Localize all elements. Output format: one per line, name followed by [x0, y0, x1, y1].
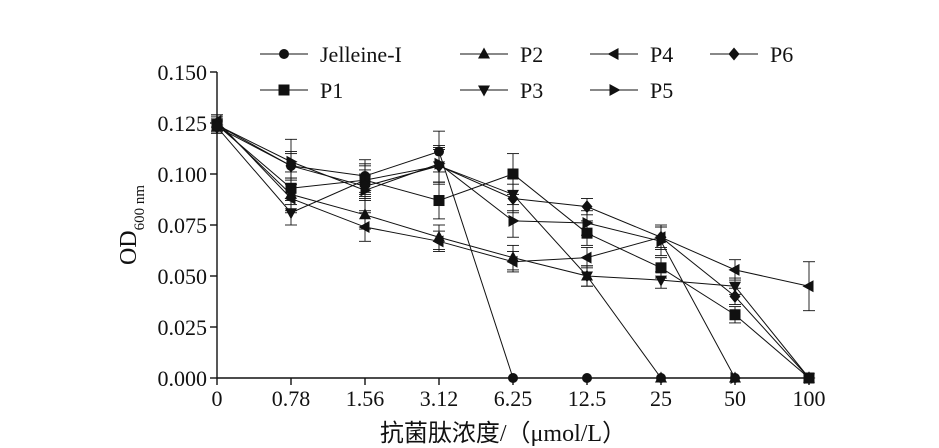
data-point	[655, 230, 667, 244]
legend-marker	[478, 85, 490, 97]
legend-label: P5	[650, 78, 673, 103]
x-tick-label: 12.5	[568, 386, 607, 411]
y-tick-label: 0.125	[158, 111, 208, 136]
data-point	[581, 200, 593, 214]
data-point	[433, 159, 445, 173]
axes: 0.000 0.025 0.050 0.075 0.100 0.125 0.150 0 0.78…	[158, 60, 826, 411]
legend-label: Jelleine-I	[320, 42, 402, 67]
data-point	[508, 214, 520, 227]
x-tick-label: 25	[650, 386, 672, 411]
legend-label: P1	[320, 78, 343, 103]
data-point	[285, 159, 297, 173]
data-point	[655, 371, 667, 383]
legend-item-p4: P4	[590, 42, 673, 67]
legend-label: P4	[650, 42, 673, 67]
legend-item-p3: P3	[460, 78, 543, 103]
data-point	[359, 179, 371, 193]
data-point	[507, 191, 519, 205]
y-tick-label: 0.100	[158, 162, 208, 187]
y-tick-label: 0.050	[158, 264, 208, 289]
legend-marker	[279, 49, 289, 59]
legend-item-jelleine-i: Jelleine-I	[260, 42, 402, 67]
x-tick-label: 6.25	[494, 386, 533, 411]
legend-marker	[607, 48, 619, 60]
x-axis-title: 抗菌肽浓度/（μmol/L）	[380, 420, 626, 447]
legend-item-p1: P1	[260, 78, 343, 103]
x-tick-label: 100	[793, 386, 826, 411]
data-point	[284, 192, 296, 205]
data-point	[803, 371, 815, 385]
data-point	[655, 275, 667, 287]
legend-marker	[278, 84, 290, 96]
legend-label: P2	[520, 42, 543, 67]
legend-item-p6: P6	[710, 42, 793, 67]
data-point	[285, 208, 297, 220]
x-tick-label: 0.78	[272, 386, 311, 411]
legend-label: P6	[770, 42, 793, 67]
data-point	[433, 195, 445, 207]
y-tick-label: 0.025	[158, 315, 208, 340]
data-point	[432, 235, 444, 248]
legend: Jelleine-I P2 P4 P6 P1 P3 P5	[260, 42, 793, 103]
data-point	[581, 271, 593, 283]
x-tick-label: 1.56	[346, 386, 385, 411]
data-point	[802, 280, 814, 293]
y-axis-title-subscript: 600 nm	[132, 185, 148, 231]
data-point	[582, 373, 592, 383]
series-p6	[211, 120, 815, 385]
legend-marker	[728, 47, 740, 61]
data-point	[580, 251, 592, 264]
data-point	[507, 168, 519, 180]
y-tick-label: 0.075	[158, 213, 208, 238]
y-tick-label: 0.000	[158, 366, 208, 391]
data-point	[582, 216, 594, 229]
y-axis-title-main: OD	[116, 230, 142, 265]
data-point	[508, 373, 518, 383]
data-point	[729, 309, 741, 321]
x-tick-label: 3.12	[420, 386, 459, 411]
series-layer	[210, 114, 816, 385]
data-point	[728, 263, 740, 276]
data-point	[358, 221, 370, 234]
y-axis-title: OD600 nm	[116, 185, 148, 265]
data-point	[730, 372, 742, 384]
legend-item-p2: P2	[460, 42, 543, 67]
legend-item-p5: P5	[590, 78, 673, 103]
data-point	[506, 255, 518, 268]
series-jelleine-i	[211, 116, 814, 383]
data-point	[655, 262, 667, 274]
data-point	[211, 120, 223, 134]
data-point	[729, 289, 741, 303]
legend-label: P3	[520, 78, 543, 103]
legend-marker	[478, 47, 490, 59]
y-tick-label: 0.150	[158, 60, 208, 85]
x-tick-label: 50	[724, 386, 746, 411]
data-point	[729, 281, 741, 293]
legend-marker	[609, 84, 621, 96]
x-tick-label: 0	[212, 386, 223, 411]
